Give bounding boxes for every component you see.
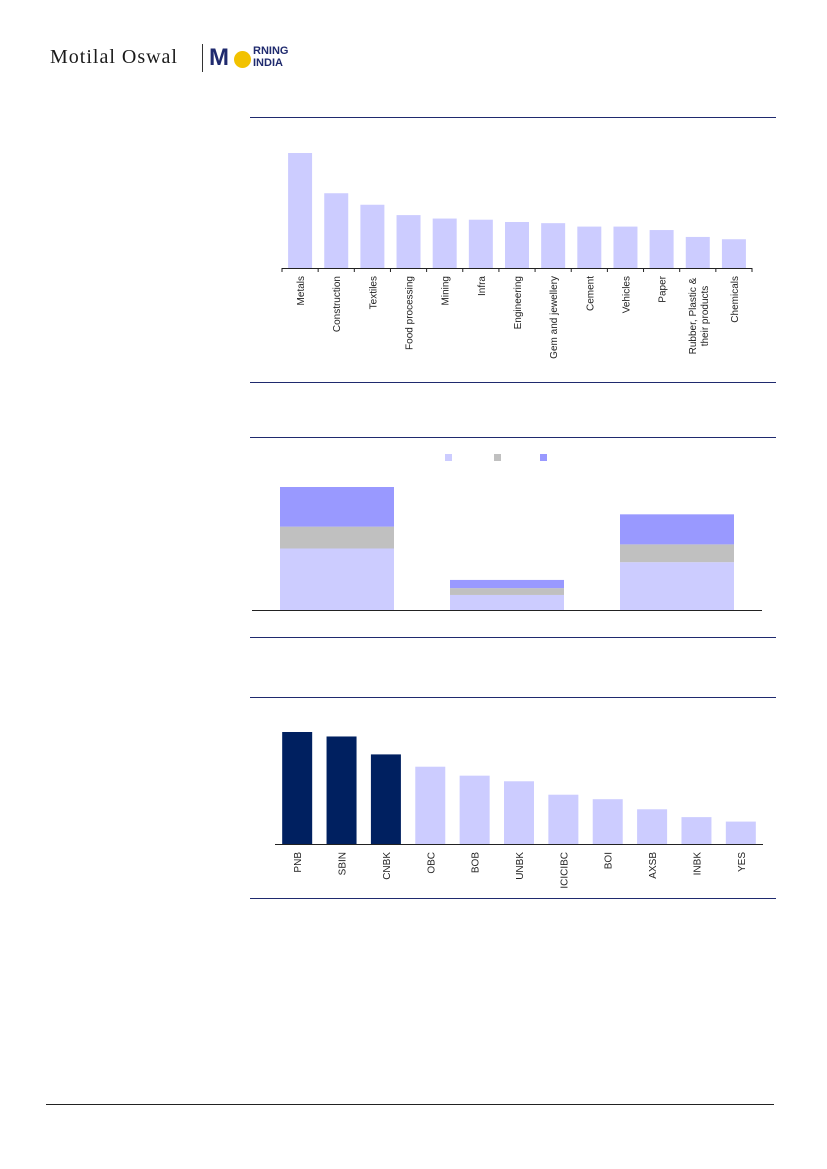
chart1-bar: [505, 222, 529, 268]
chart2-bar-segment: [280, 548, 394, 610]
chart1-bar: [468, 219, 493, 268]
logo-m: M: [209, 44, 229, 71]
chart2-bar-segment: [280, 487, 394, 527]
chart3-tick-label: BOB: [471, 852, 482, 873]
chart1-tick-label: Engineering: [513, 276, 524, 329]
logo-line-2: INDIA: [253, 57, 283, 69]
chart1-tick-label: Paper: [658, 275, 669, 302]
chart3-top-rule: [250, 697, 776, 698]
chart3-bar: [637, 809, 668, 844]
chart3-tick-label: CNBK: [382, 852, 393, 880]
chart3-bottom-rule: [250, 898, 776, 899]
chart2-bar-segment: [620, 544, 734, 563]
chart3-tick-label: PNB: [293, 852, 304, 873]
chart1-bar: [649, 230, 674, 268]
chart1-tick-label: Food processing: [405, 276, 416, 350]
chart2-bar-segment: [620, 514, 734, 545]
logo-sun-icon: [234, 51, 251, 68]
chart1-bar: [324, 193, 349, 268]
chart1-tick-label: Cement: [585, 276, 596, 311]
header-separator: [202, 44, 203, 72]
chart1-bar: [577, 226, 602, 268]
chart2-bar-segment: [450, 588, 564, 595]
chart2-bar-segment: [280, 526, 394, 549]
chart2-legend-swatch: [540, 454, 547, 461]
chart3-tick-label: UNBK: [515, 852, 526, 880]
chart1-tick-label: Rubber, Plastic &their products: [688, 277, 711, 354]
chart2-bottom-rule: [250, 637, 776, 638]
chart3-tick-label: AXSB: [648, 852, 659, 879]
chart3-bar: [370, 754, 401, 844]
chart3-bar: [326, 736, 357, 844]
chart3-bar: [681, 817, 712, 844]
chart2-legend-swatch: [445, 454, 452, 461]
chart2-legend-swatch: [494, 454, 501, 461]
chart1-bar: [396, 215, 421, 268]
chart1-bar: [613, 226, 638, 268]
chart2-bar-segment: [450, 579, 564, 589]
chart3-bar: [282, 732, 313, 844]
chart1-bar: [360, 204, 385, 268]
chart3-bar: [459, 775, 490, 844]
chart1-tick-label: Metals: [296, 276, 307, 305]
chart1-tick-label: Vehicles: [621, 276, 632, 313]
chart3-tick-label: INBK: [692, 852, 703, 876]
chart3-bar: [504, 781, 534, 844]
chart1-tick-label: Construction: [332, 276, 343, 332]
footer-rule: [46, 1104, 774, 1105]
chart3-bar: [592, 799, 623, 844]
chart3-bar: [725, 821, 756, 844]
chart3-bar: [415, 766, 446, 844]
chart3-bar: [548, 794, 579, 844]
chart3-tick-label: OBC: [426, 852, 437, 874]
chart3-tick-label: BOI: [604, 852, 615, 869]
chart1-bar: [685, 236, 710, 268]
logo-line-1: RNING: [253, 45, 289, 57]
chart1-tick-label: Mining: [441, 276, 452, 305]
chart3-tick-label: SBIN: [338, 852, 349, 875]
chart3-tick-label: YES: [737, 852, 748, 872]
chart1-top-rule: [250, 117, 776, 118]
chart1-bar: [541, 223, 566, 268]
chart3-tick-label: ICICIBC: [559, 852, 570, 889]
chart1-tick-label: Chemicals: [730, 276, 741, 323]
chart1-bar: [721, 239, 746, 268]
chart2-bar-segment: [450, 594, 564, 610]
chart2-top-rule: [250, 437, 776, 438]
chart1-bar: [288, 153, 313, 268]
brand-name: Motilal Oswal: [50, 46, 178, 68]
morning-india-logo: M RNING INDIA: [209, 42, 309, 76]
chart1-tick-label: Infra: [477, 276, 488, 296]
chart2-bar-segment: [620, 562, 734, 610]
chart1-bottom-rule: [250, 382, 776, 383]
chart1-bar: [432, 218, 457, 268]
chart1-tick-label: Textiles: [368, 276, 379, 309]
chart1-tick-label: Gem and jewellery: [549, 276, 560, 359]
